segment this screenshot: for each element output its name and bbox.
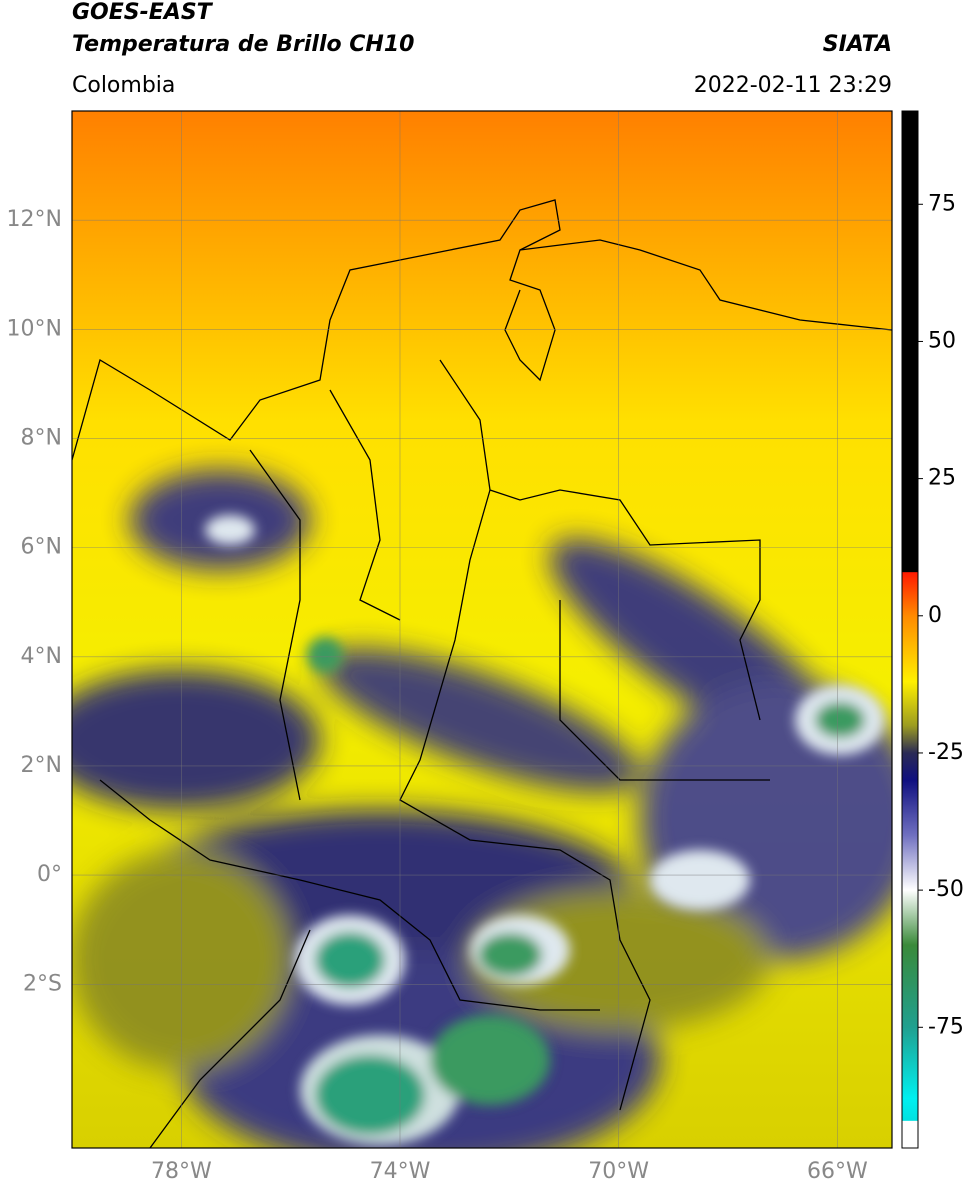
colorbar-tick-label: 25 xyxy=(928,466,956,491)
title-product: Temperatura de Brillo CH10 xyxy=(72,32,414,57)
datetime: 2022-02-11 23:29 xyxy=(694,73,892,98)
colorbar xyxy=(901,110,919,1149)
satellite-image xyxy=(72,111,892,1148)
lat-label: 8°N xyxy=(21,425,62,450)
lon-label: 66°W xyxy=(807,1159,868,1184)
lat-label: 12°N xyxy=(7,207,62,232)
title-satellite: GOES-EAST xyxy=(72,0,214,25)
colorbar-tick-label: 0 xyxy=(928,603,942,628)
lat-label: 4°N xyxy=(21,644,62,669)
lat-label: 2°N xyxy=(21,753,62,778)
colorbar-tick-label: 75 xyxy=(928,191,956,216)
lon-label: 70°W xyxy=(588,1159,649,1184)
lat-label: 6°N xyxy=(21,535,62,560)
lon-label: 74°W xyxy=(370,1159,431,1184)
lat-label: 2°S xyxy=(23,971,62,996)
borders xyxy=(72,199,892,1148)
lat-label: 10°N xyxy=(7,316,62,341)
colorbar-tick-label: 50 xyxy=(928,328,956,353)
colorbar-tick-label: -25 xyxy=(928,740,964,765)
graticule xyxy=(72,111,892,1148)
lat-label: 0° xyxy=(37,862,62,887)
region: Colombia xyxy=(72,73,175,98)
lon-label: 78°W xyxy=(151,1159,212,1184)
map-frame xyxy=(71,110,893,1149)
colorbar-tick-label: -75 xyxy=(928,1014,964,1039)
source: SIATA xyxy=(823,32,892,57)
colorbar-tick-label: -50 xyxy=(928,877,964,902)
